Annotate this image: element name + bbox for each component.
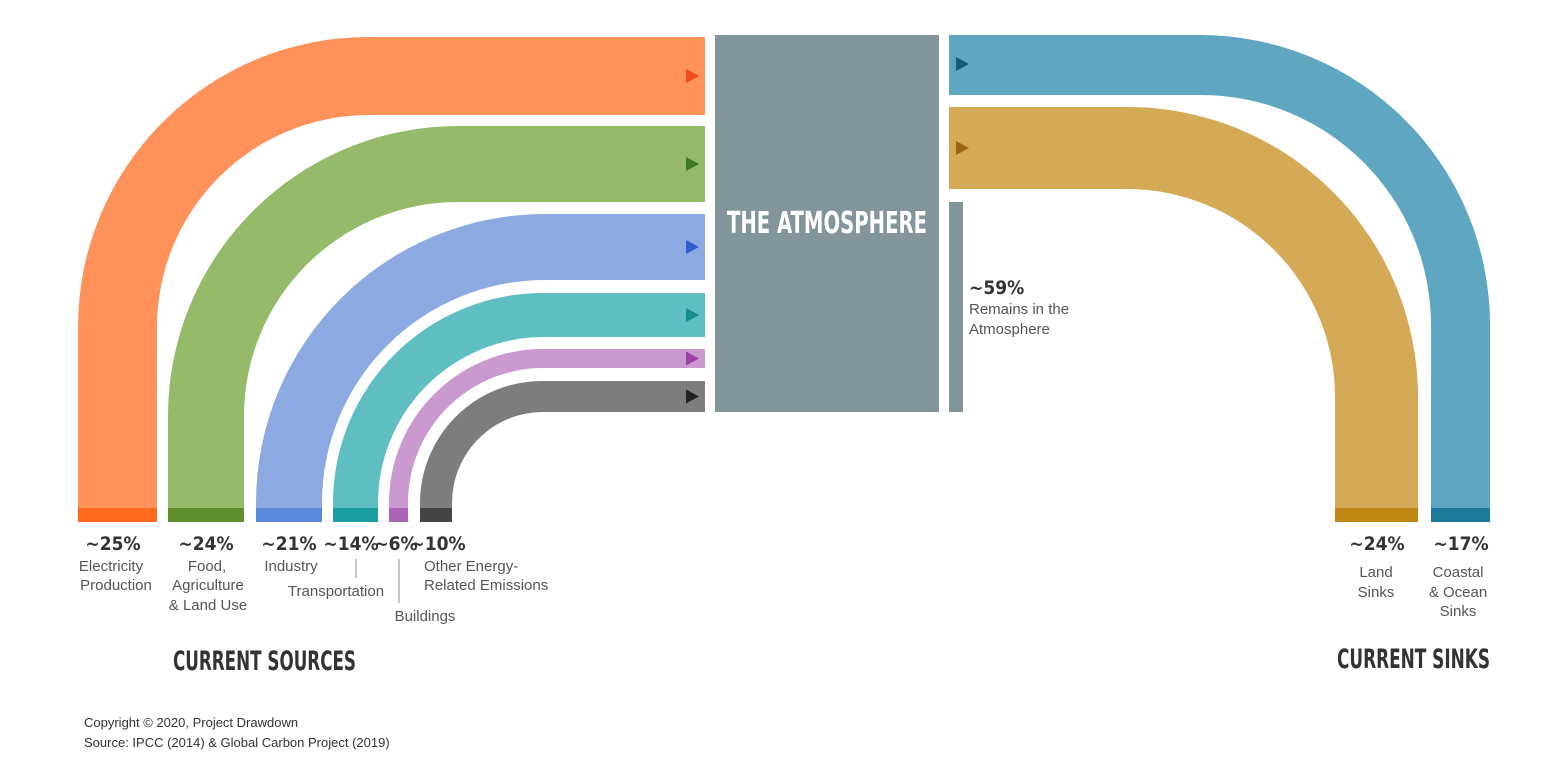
sink-percent-ocean: ~17% xyxy=(1433,533,1488,555)
source-base-buildings xyxy=(389,508,408,522)
sink-label-ocean-line1: Coastal xyxy=(1433,564,1484,581)
source-band-industry xyxy=(256,214,705,508)
atmosphere-title: THE ATMOSPHERE xyxy=(727,206,927,241)
source-label-food-line1: Food, xyxy=(188,558,226,575)
remains-label-line2: Atmosphere xyxy=(969,321,1050,338)
copyright-text: Copyright © 2020, Project Drawdown xyxy=(84,715,299,730)
footer: Copyright © 2020, Project Drawdown Sourc… xyxy=(84,713,390,753)
source-arrow-electricity xyxy=(686,69,699,83)
source-bands xyxy=(78,37,705,522)
source-base-transportation xyxy=(333,508,378,522)
source-arrow-industry xyxy=(686,240,699,254)
source-labels: ~25% Electricity Production ~24% Food, A… xyxy=(79,533,548,625)
source-percent-other: ~10% xyxy=(410,533,465,555)
source-percent-buildings: ~6% xyxy=(374,533,417,555)
current-sinks-heading: CURRENT SINKS xyxy=(1337,644,1490,675)
sink-band-land xyxy=(949,107,1418,508)
source-label-industry: Industry xyxy=(264,558,318,575)
sink-bands xyxy=(949,35,1490,522)
source-label-food-line3: & Land Use xyxy=(169,597,247,614)
source-text: Source: IPCC (2014) & Global Carbon Proj… xyxy=(84,735,390,750)
source-label-buildings: Buildings xyxy=(395,608,456,625)
source-arrow-food xyxy=(686,157,699,171)
remains-percent: ~59% xyxy=(969,277,1024,299)
source-percent-food: ~24% xyxy=(178,533,233,555)
source-base-other xyxy=(420,508,452,522)
sink-percent-land: ~24% xyxy=(1349,533,1404,555)
source-label-electricity-line2: Production xyxy=(80,577,152,594)
atmosphere-box xyxy=(715,35,939,412)
source-label-transportation: Transportation xyxy=(288,583,384,600)
sink-arrow-land xyxy=(956,141,969,155)
sink-base-ocean xyxy=(1431,508,1490,522)
sink-base-land xyxy=(1335,508,1418,522)
source-base-food xyxy=(168,508,244,522)
source-arrow-buildings xyxy=(686,351,699,366)
source-band-buildings xyxy=(389,349,705,508)
source-arrow-transportation xyxy=(686,308,699,322)
source-label-electricity-line1: Electricity xyxy=(79,558,144,575)
sink-label-land-line2: Sinks xyxy=(1358,584,1395,601)
source-percent-electricity: ~25% xyxy=(85,533,140,555)
remains-bar xyxy=(949,202,963,412)
source-label-other-line2: Related Emissions xyxy=(424,577,548,594)
source-band-other xyxy=(420,381,705,508)
source-band-transportation xyxy=(333,293,705,508)
current-sources-heading: CURRENT SOURCES xyxy=(173,646,356,677)
source-band-food xyxy=(168,126,705,508)
source-band-electricity xyxy=(78,37,705,508)
source-percent-transportation: ~14% xyxy=(323,533,378,555)
sink-label-ocean-line3: Sinks xyxy=(1440,603,1477,620)
source-base-industry xyxy=(256,508,322,522)
source-percent-industry: ~21% xyxy=(261,533,316,555)
sink-label-ocean-line2: & Ocean xyxy=(1429,584,1487,601)
source-arrow-other xyxy=(686,389,699,404)
source-label-food-line2: Agriculture xyxy=(172,577,244,594)
remains-label-line1: Remains in the xyxy=(969,301,1069,318)
source-base-electricity xyxy=(78,508,157,522)
sink-labels: ~24% Land Sinks ~17% Coastal & Ocean Sin… xyxy=(1349,533,1488,620)
sink-label-land-line1: Land xyxy=(1359,564,1392,581)
sink-band-ocean xyxy=(949,35,1490,508)
sink-arrow-ocean xyxy=(956,57,969,71)
source-label-other-line1: Other Energy- xyxy=(424,558,518,575)
